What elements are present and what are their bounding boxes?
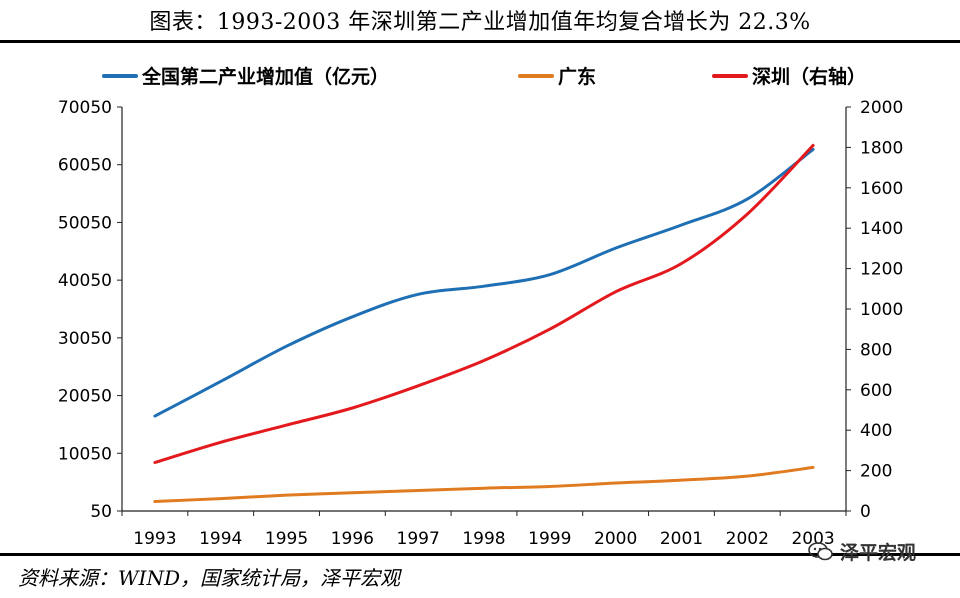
watermark-text: 泽平宏观: [840, 542, 917, 564]
left-tick-label: 30050: [58, 329, 112, 349]
left-tick-label: 50: [90, 502, 112, 522]
x-tick-label: 2002: [726, 529, 769, 549]
legend-label-2: 深圳（右轴）: [752, 65, 866, 88]
page-title: 图表：1993-2003 年深圳第二产业增加值年均复合增长为 22.3%: [149, 10, 811, 35]
right-tick-label: 1800: [860, 138, 903, 158]
source-note: 资料来源：WIND，国家统计局，泽平宏观: [18, 566, 400, 590]
left-tick-label: 50050: [58, 213, 112, 233]
series-line-1: [153, 465, 815, 503]
right-tick-label: 2000: [860, 98, 903, 118]
left-tick-label: 60050: [58, 156, 112, 176]
x-tick-label: 1993: [133, 529, 176, 549]
right-tick-label: 1400: [860, 219, 903, 239]
right-tick-label: 1200: [860, 260, 903, 280]
legend-label-1: 广东: [558, 65, 596, 88]
x-tick-label: 1998: [462, 529, 505, 549]
legend-label-0: 全国第二产业增加值（亿元）: [141, 65, 389, 88]
right-tick-label: 600: [860, 381, 892, 401]
series-line-0: [153, 147, 815, 418]
x-tick-label: 1994: [199, 529, 242, 549]
title-rule: [0, 40, 960, 43]
x-tick-label: 1999: [528, 529, 571, 549]
wechat-icon: [808, 541, 833, 560]
right-tick-label: 0: [860, 502, 871, 522]
right-tick-label: 400: [860, 421, 892, 441]
right-tick-label: 1000: [860, 300, 903, 320]
left-tick-label: 40050: [58, 271, 112, 291]
left-tick-label: 20050: [58, 387, 112, 407]
x-tick-label: 2001: [660, 529, 703, 549]
x-tick-label: 1995: [265, 529, 308, 549]
right-tick-label: 200: [860, 462, 892, 482]
x-tick-label: 1996: [331, 529, 374, 549]
series-line-2: [153, 143, 815, 464]
left-tick-label: 10050: [58, 444, 112, 464]
source-rule: [0, 553, 960, 556]
right-tick-label: 1600: [860, 179, 903, 199]
left-tick-label: 70050: [58, 98, 112, 118]
x-tick-label: 2000: [594, 529, 637, 549]
watermark: 泽平宏观: [808, 538, 916, 565]
right-tick-label: 800: [860, 340, 892, 360]
x-tick-label: 1997: [397, 529, 440, 549]
